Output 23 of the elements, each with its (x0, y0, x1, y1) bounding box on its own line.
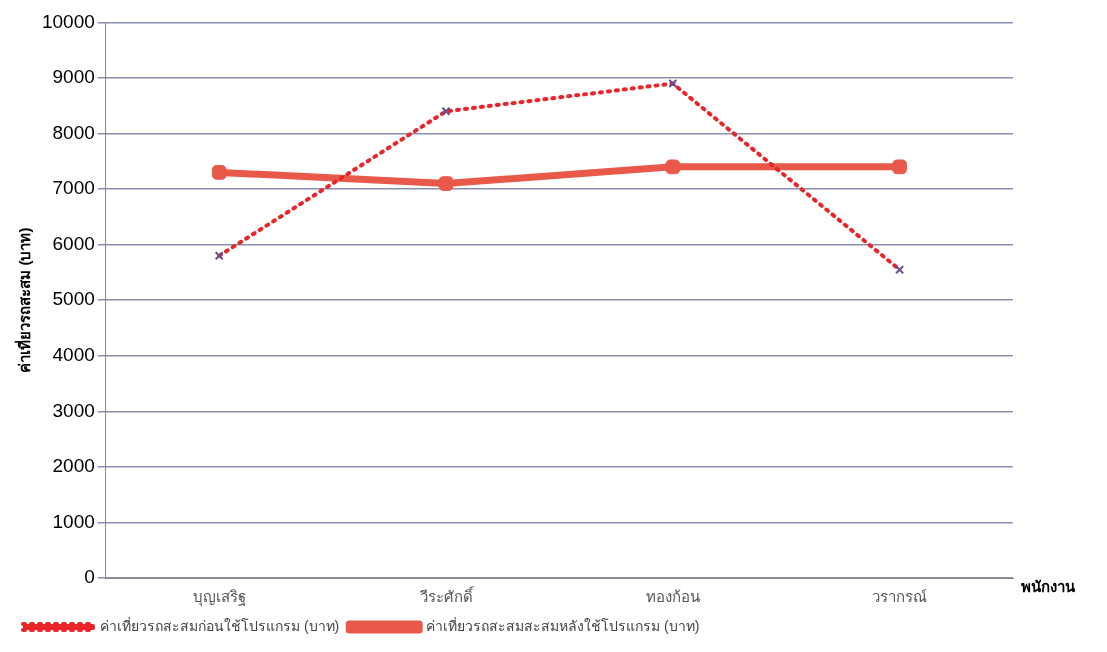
y-tick-label: 0 (84, 566, 95, 588)
y-tick-label: 9000 (52, 66, 95, 88)
y-tick-label: 2000 (52, 455, 95, 477)
legend-label: ค่าเที่ยวรถสะสมสะสมหลังใช้โปรแกรม (บาท) (426, 616, 700, 634)
y-tick-label: 1000 (52, 510, 95, 532)
y-tick-label: 8000 (52, 121, 95, 143)
x-tick-label: วรากรณ์ (872, 588, 928, 606)
x-tick-label: วีระศักดิ์ (418, 586, 475, 606)
y-tick-label: 10000 (41, 10, 95, 32)
point (211, 165, 227, 180)
x-axis-title: พนักงาน (1021, 578, 1076, 596)
y-tick-label: 5000 (52, 288, 95, 310)
point (892, 159, 907, 175)
legend-label: ค่าเที่ยวรถสะสมก่อนใช้โปรแกรม (บาท) (100, 616, 340, 634)
y-axis-title: ค่าเที่ยวรถสะสม (บาท) (14, 227, 34, 373)
x-tick-label: บุญเสริฐ (192, 588, 246, 608)
point (665, 159, 681, 175)
y-tick-label: 4000 (52, 343, 95, 365)
point (438, 176, 454, 191)
x-tick-label: ทองก้อน (645, 588, 700, 606)
y-tick-label: 6000 (52, 232, 95, 254)
y-tick-label: 7000 (52, 177, 95, 199)
y-tick-label: 3000 (52, 399, 95, 421)
